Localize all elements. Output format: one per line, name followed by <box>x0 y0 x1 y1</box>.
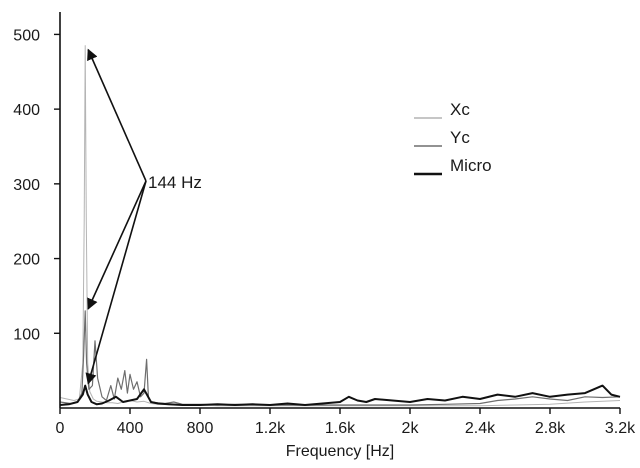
series-line-micro <box>59 384 621 406</box>
x-tick-label: 2.8k <box>535 420 566 437</box>
x-tick-label: 1.6k <box>325 420 356 437</box>
y-tick-label: 500 <box>13 27 40 44</box>
x-tick-label: 800 <box>187 420 214 437</box>
annotation-label: 144 Hz <box>148 173 202 192</box>
y-tick-label: 300 <box>13 177 40 194</box>
annotation-arrow <box>87 48 147 182</box>
legend-label-yc: Yc <box>450 128 470 147</box>
axes-layer: 0 400 800 1.2k 1.6k 2k 2.4k 2.8k 3.2k 100 200 300 40… <box>13 12 636 437</box>
legend-label-xc: Xc <box>450 100 470 119</box>
annotation-arrow <box>85 180 147 385</box>
series-line-xc <box>59 45 621 407</box>
x-tick-label: 400 <box>117 420 144 437</box>
x-tick-label: 2.4k <box>465 420 496 437</box>
x-tick-label: 2k <box>402 420 420 437</box>
annotation-arrow <box>87 180 147 310</box>
legend-label-micro: Micro <box>450 156 492 175</box>
legend: Xc Yc Micro <box>414 100 492 176</box>
y-tick-label: 200 <box>13 252 40 269</box>
marks-layer <box>59 45 621 407</box>
x-axis-title: Frequency [Hz] <box>286 443 394 460</box>
x-tick-label: 0 <box>56 420 65 437</box>
x-tick-label: 3.2k <box>605 420 636 437</box>
x-tick-label: 1.2k <box>255 420 286 437</box>
series-line-yc <box>59 310 621 406</box>
y-tick-label: 100 <box>13 326 40 343</box>
annotation-layer: 144 Hz <box>85 48 202 385</box>
y-tick-label: 400 <box>13 102 40 119</box>
